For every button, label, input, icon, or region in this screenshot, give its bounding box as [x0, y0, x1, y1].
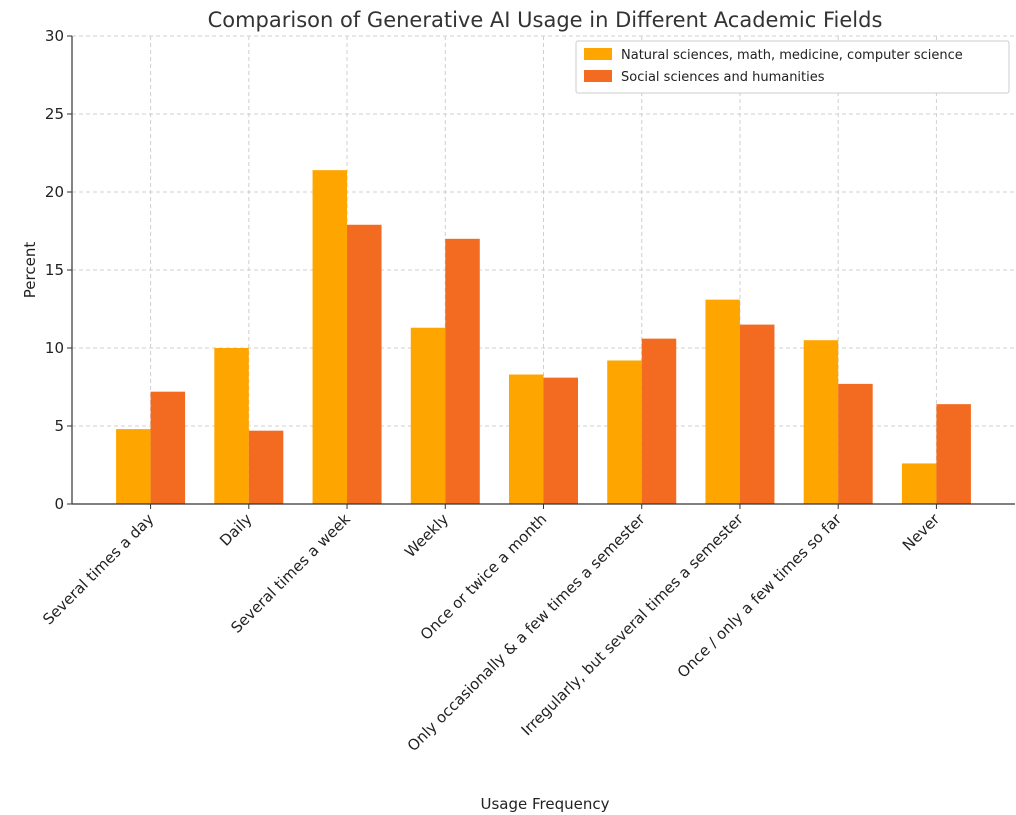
y-tick-label: 30: [45, 27, 64, 45]
bar-natural-sciences: [214, 348, 249, 504]
bar-natural-sciences: [312, 170, 348, 504]
legend-swatch-social-sciences: [584, 70, 612, 82]
x-axis-label: Usage Frequency: [481, 795, 610, 813]
chart-title: Comparison of Generative AI Usage in Dif…: [208, 8, 883, 32]
legend-label-social-sciences: Social sciences and humanities: [621, 70, 825, 85]
x-tick-label: Weekly: [401, 510, 452, 561]
x-tick-label: Several times a day: [39, 510, 157, 628]
bar-social-sciences: [641, 338, 677, 504]
x-tick-label: Once / only a few times so far: [674, 510, 846, 682]
legend-swatch-natural-sciences: [584, 48, 612, 60]
bar-social-sciences: [838, 383, 873, 504]
bar-natural-sciences: [410, 327, 446, 504]
bar-natural-sciences: [901, 463, 937, 504]
legend-box: [575, 40, 1010, 94]
y-tick-label: 15: [45, 261, 64, 279]
bar-social-sciences: [445, 238, 480, 505]
bar-social-sciences: [936, 404, 971, 504]
bar-social-sciences: [150, 391, 186, 504]
y-tick-label: 0: [54, 495, 64, 513]
bar-social-sciences: [347, 224, 382, 504]
bar-natural-sciences: [803, 340, 839, 504]
bar-natural-sciences: [116, 429, 151, 504]
bar-social-sciences: [739, 324, 775, 504]
x-tick-label: Never: [899, 510, 944, 555]
legend: Natural sciences, math, medicine, comput…: [575, 40, 1010, 94]
y-tick-labels: 0 5 10 15 20 25 30: [45, 27, 64, 513]
y-axis-label: Percent: [21, 242, 39, 299]
bars: [116, 170, 971, 505]
legend-label-natural-sciences: Natural sciences, math, medicine, comput…: [621, 48, 963, 63]
x-tick-label: Daily: [216, 510, 256, 550]
bar-social-sciences: [248, 430, 284, 504]
x-tick-label: Irregularly, but several times a semeste…: [518, 510, 748, 740]
y-tick-label: 20: [45, 183, 64, 201]
y-tick-label: 5: [54, 417, 64, 435]
bar-natural-sciences: [705, 299, 740, 504]
bar-natural-sciences: [607, 360, 642, 504]
y-tick-label: 10: [45, 339, 64, 357]
bar-social-sciences: [543, 377, 578, 504]
bar-natural-sciences: [509, 374, 544, 504]
y-tick-label: 25: [45, 105, 64, 123]
